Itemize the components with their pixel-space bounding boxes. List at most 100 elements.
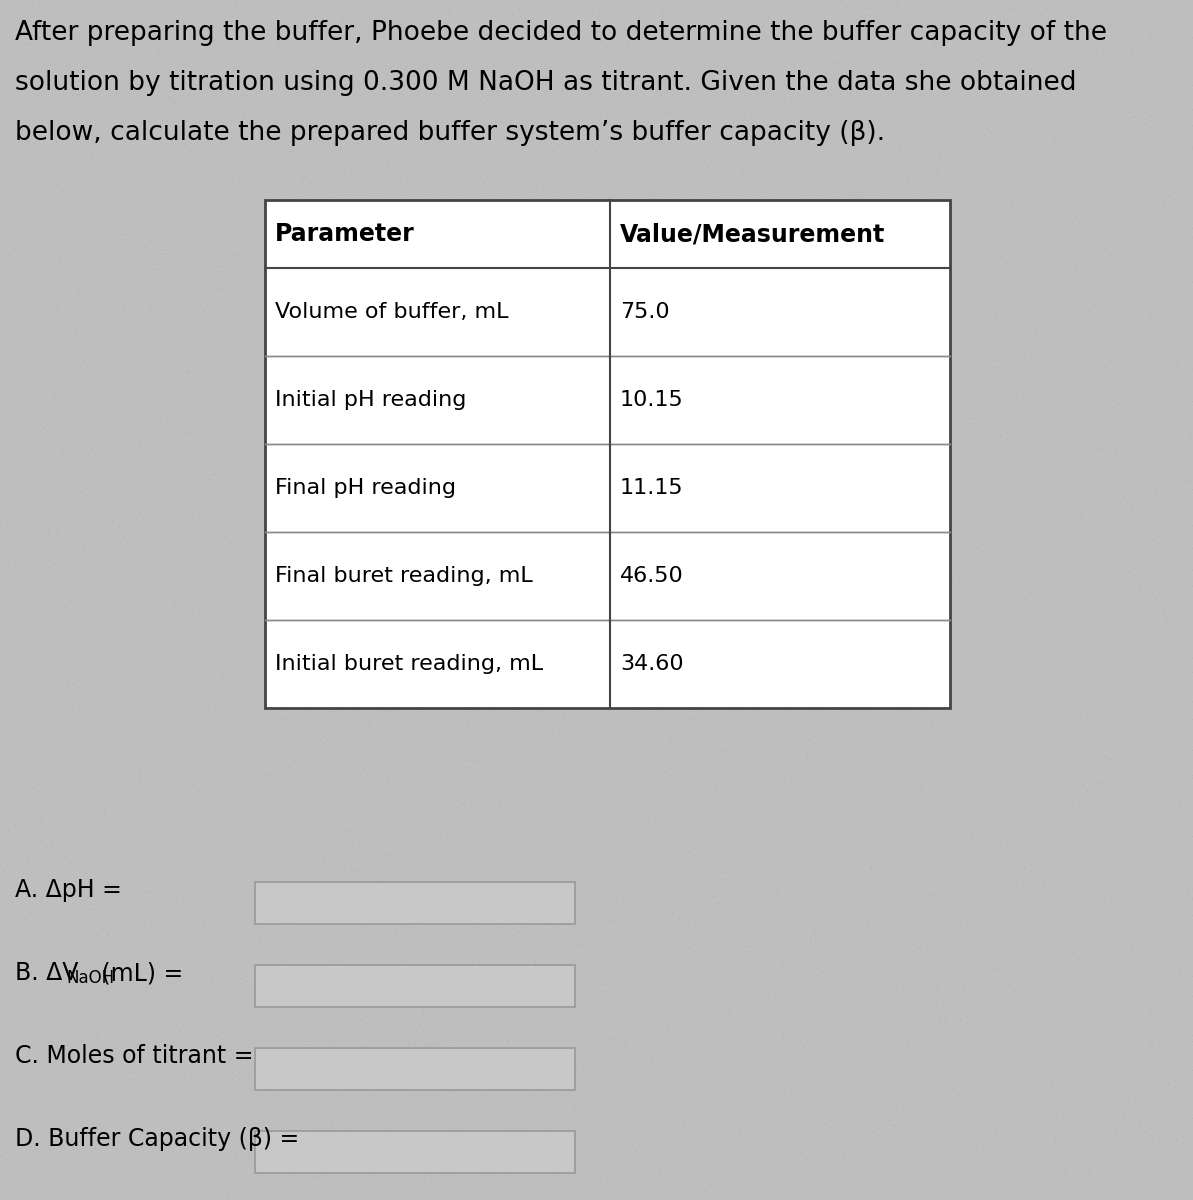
Point bbox=[86, 404, 105, 424]
Point bbox=[185, 343, 204, 362]
Point bbox=[985, 497, 1005, 516]
Point bbox=[1118, 409, 1137, 428]
Point bbox=[1, 805, 20, 824]
Point bbox=[316, 977, 335, 996]
Point bbox=[60, 700, 79, 719]
Point bbox=[122, 1081, 141, 1100]
Point bbox=[846, 901, 865, 920]
Point bbox=[707, 526, 727, 545]
Point bbox=[2, 11, 21, 30]
Point bbox=[403, 863, 422, 882]
Point bbox=[1126, 835, 1145, 854]
Point bbox=[600, 166, 619, 185]
Point bbox=[11, 744, 30, 763]
Point bbox=[16, 743, 35, 762]
Point bbox=[425, 392, 444, 412]
Point bbox=[317, 654, 336, 673]
Point bbox=[373, 282, 392, 301]
Point bbox=[701, 169, 721, 188]
Point bbox=[591, 553, 610, 572]
Point bbox=[107, 125, 126, 144]
Point bbox=[144, 1082, 163, 1102]
Point bbox=[1139, 886, 1158, 905]
Point bbox=[278, 468, 297, 487]
Point bbox=[228, 121, 247, 140]
Point bbox=[681, 340, 700, 359]
Point bbox=[622, 1096, 641, 1115]
Point bbox=[622, 852, 641, 871]
Point bbox=[657, 1172, 676, 1192]
Point bbox=[946, 521, 965, 540]
Point bbox=[932, 780, 951, 799]
Point bbox=[769, 654, 789, 673]
Point bbox=[931, 341, 950, 360]
Point bbox=[93, 617, 112, 636]
Point bbox=[752, 944, 771, 964]
Point bbox=[1012, 776, 1031, 796]
Point bbox=[629, 554, 648, 574]
Point bbox=[1143, 734, 1162, 754]
Point bbox=[991, 440, 1010, 460]
Point bbox=[571, 935, 591, 954]
Point bbox=[601, 947, 620, 966]
Point bbox=[620, 403, 639, 422]
Point bbox=[1146, 30, 1166, 49]
Point bbox=[596, 276, 616, 295]
Point bbox=[327, 726, 346, 745]
Point bbox=[1095, 839, 1114, 858]
Point bbox=[174, 970, 193, 989]
Point bbox=[268, 70, 288, 89]
Point bbox=[122, 630, 141, 649]
Point bbox=[851, 989, 870, 1008]
Point bbox=[1081, 928, 1100, 947]
Point bbox=[222, 610, 241, 629]
Point bbox=[730, 1120, 749, 1139]
Point bbox=[249, 1001, 268, 1020]
Point bbox=[795, 856, 814, 875]
Point bbox=[867, 268, 886, 287]
Point bbox=[888, 1092, 907, 1111]
Point bbox=[697, 162, 716, 181]
Point bbox=[647, 470, 666, 490]
Point bbox=[687, 92, 706, 112]
Point bbox=[653, 745, 672, 764]
Point bbox=[181, 982, 200, 1001]
Point bbox=[174, 218, 193, 238]
Point bbox=[839, 974, 858, 994]
Point bbox=[347, 1135, 366, 1154]
Point bbox=[576, 911, 595, 930]
Point bbox=[1082, 829, 1101, 848]
Point bbox=[984, 476, 1003, 496]
Point bbox=[197, 296, 216, 316]
Point bbox=[633, 572, 653, 592]
Point bbox=[700, 79, 719, 98]
Point bbox=[1108, 852, 1127, 871]
Point bbox=[408, 1040, 427, 1060]
Point bbox=[285, 857, 304, 876]
Point bbox=[902, 481, 921, 500]
Point bbox=[1170, 566, 1189, 586]
Point bbox=[569, 60, 588, 79]
Point bbox=[1001, 258, 1020, 277]
Point bbox=[809, 770, 828, 790]
Point bbox=[1067, 173, 1086, 192]
Point bbox=[1059, 673, 1078, 692]
Point bbox=[486, 206, 505, 226]
Point bbox=[190, 106, 209, 125]
Point bbox=[774, 425, 793, 444]
Point bbox=[206, 796, 225, 815]
Point bbox=[1173, 788, 1192, 808]
Point bbox=[539, 125, 558, 144]
Point bbox=[445, 962, 464, 982]
Point bbox=[632, 518, 651, 538]
Point bbox=[923, 148, 942, 167]
Point bbox=[822, 932, 841, 952]
Point bbox=[623, 234, 642, 253]
Point bbox=[192, 822, 211, 841]
Point bbox=[420, 912, 439, 931]
Point bbox=[95, 31, 115, 50]
Point bbox=[781, 635, 801, 654]
Point bbox=[181, 598, 200, 617]
Point bbox=[25, 319, 44, 338]
Point bbox=[252, 785, 271, 804]
